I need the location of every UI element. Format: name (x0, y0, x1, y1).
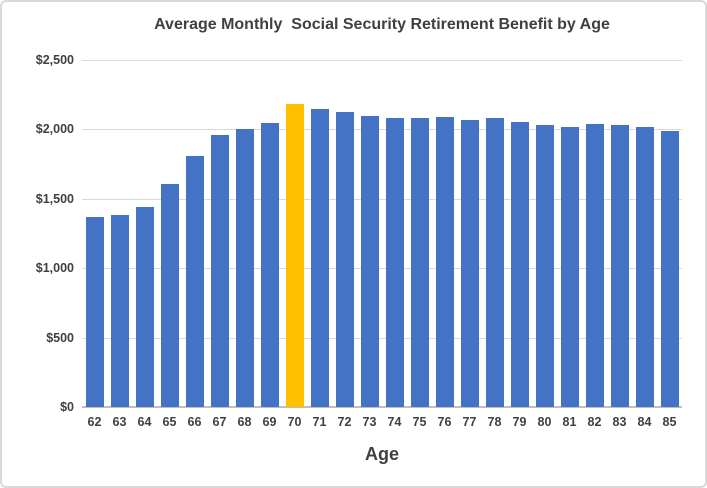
x-tick-label-82: 82 (587, 415, 602, 429)
gridline (82, 129, 682, 131)
gridline (82, 268, 682, 270)
x-tick-label-62: 62 (87, 415, 102, 429)
bar-71 (310, 108, 329, 407)
x-tick-label-69: 69 (262, 415, 277, 429)
bar-83 (610, 125, 629, 407)
x-axis-labels: 62 63 64 65 66 67 68 69 70 71 72 73 74 75 76 77 78 79 80 81… (82, 415, 682, 429)
bar-slot (532, 60, 557, 407)
x-tick-label-78: 78 (487, 415, 502, 429)
bar-84 (635, 127, 654, 407)
bar-72 (335, 112, 354, 407)
x-tick-label-66: 66 (187, 415, 202, 429)
x-tick-label-80: 80 (537, 415, 552, 429)
bar-70 (285, 104, 304, 407)
x-tick-label-71: 71 (312, 415, 327, 429)
chart-title: Average Monthly Social Security Retireme… (154, 16, 610, 33)
bar-77 (460, 120, 479, 407)
x-tick-label-77: 77 (462, 415, 477, 429)
gridline (82, 198, 682, 200)
x-axis-title: Age (364, 444, 399, 464)
x-tick-label-75: 75 (412, 415, 427, 429)
x-tick-label-73: 73 (362, 415, 377, 429)
bar-slot (307, 60, 332, 407)
x-tick-label-64: 64 (137, 415, 152, 429)
x-tick-label-81: 81 (562, 415, 577, 429)
x-tick-label-85: 85 (662, 415, 677, 429)
bar-slot (232, 60, 257, 407)
bar-slot (332, 60, 357, 407)
x-tick-label-63: 63 (112, 415, 127, 429)
gridline (82, 60, 682, 61)
bar-81 (560, 126, 579, 407)
bar-67 (210, 134, 229, 407)
x-tick-label-83: 83 (612, 415, 627, 429)
bar-slot (657, 60, 682, 407)
bar-slot (457, 60, 482, 407)
bar-slot (482, 60, 507, 407)
bars-container (82, 60, 682, 407)
y-tick-label: $500 (46, 330, 74, 345)
bar-75 (410, 118, 429, 407)
bar-slot (182, 60, 207, 407)
bar-slot (357, 60, 382, 407)
bar-slot (132, 60, 157, 407)
y-tick-label: $1,000 (35, 261, 74, 276)
y-tick-label: $0 (60, 400, 74, 414)
y-axis-labels: $2,500 $2,000 $1,500 $1,000 $500 $0 (2, 53, 74, 414)
x-tick-label-76: 76 (437, 415, 452, 429)
x-axis-line (82, 406, 682, 408)
bar-66 (185, 156, 204, 407)
x-tick-label-74: 74 (387, 415, 402, 429)
bar-slot (582, 60, 607, 407)
bar-79 (510, 122, 529, 407)
gridline (82, 337, 682, 339)
plot-area (82, 60, 682, 408)
bar-slot (157, 60, 182, 407)
y-tick-label: $2,000 (35, 122, 74, 137)
y-tick-label: $2,500 (35, 53, 74, 67)
bar-69 (260, 123, 279, 407)
bar-68 (235, 129, 254, 407)
bar-slot (407, 60, 432, 407)
bar-74 (385, 117, 404, 407)
bar-slot (557, 60, 582, 407)
x-tick-label-70: 70 (287, 415, 302, 429)
bar-slot (257, 60, 282, 407)
bar-78 (485, 117, 504, 407)
bar-slot (507, 60, 532, 407)
bar-slot (432, 60, 457, 407)
bar-62 (85, 216, 104, 407)
gridlines (82, 60, 682, 408)
x-tick-label-84: 84 (637, 415, 652, 429)
bar-73 (360, 115, 379, 407)
x-tick-label-65: 65 (162, 415, 177, 429)
bar-slot (282, 60, 307, 407)
bar-slot (207, 60, 232, 407)
bar-85 (660, 131, 679, 407)
y-tick-label: $1,500 (35, 191, 74, 206)
bar-slot (607, 60, 632, 407)
bar-slot (632, 60, 657, 407)
bar-slot (82, 60, 107, 407)
x-tick-label-67: 67 (212, 415, 227, 429)
bar-76 (435, 116, 454, 407)
x-tick-label-79: 79 (512, 415, 527, 429)
bar-63 (110, 214, 129, 407)
bar-82 (585, 123, 604, 407)
x-tick-label-68: 68 (237, 415, 252, 429)
x-tick-label-72: 72 (337, 415, 352, 429)
bar-80 (535, 125, 554, 407)
bar-65 (160, 184, 179, 407)
bar-64 (135, 207, 154, 407)
bar-slot (107, 60, 132, 407)
bar-slot (382, 60, 407, 407)
